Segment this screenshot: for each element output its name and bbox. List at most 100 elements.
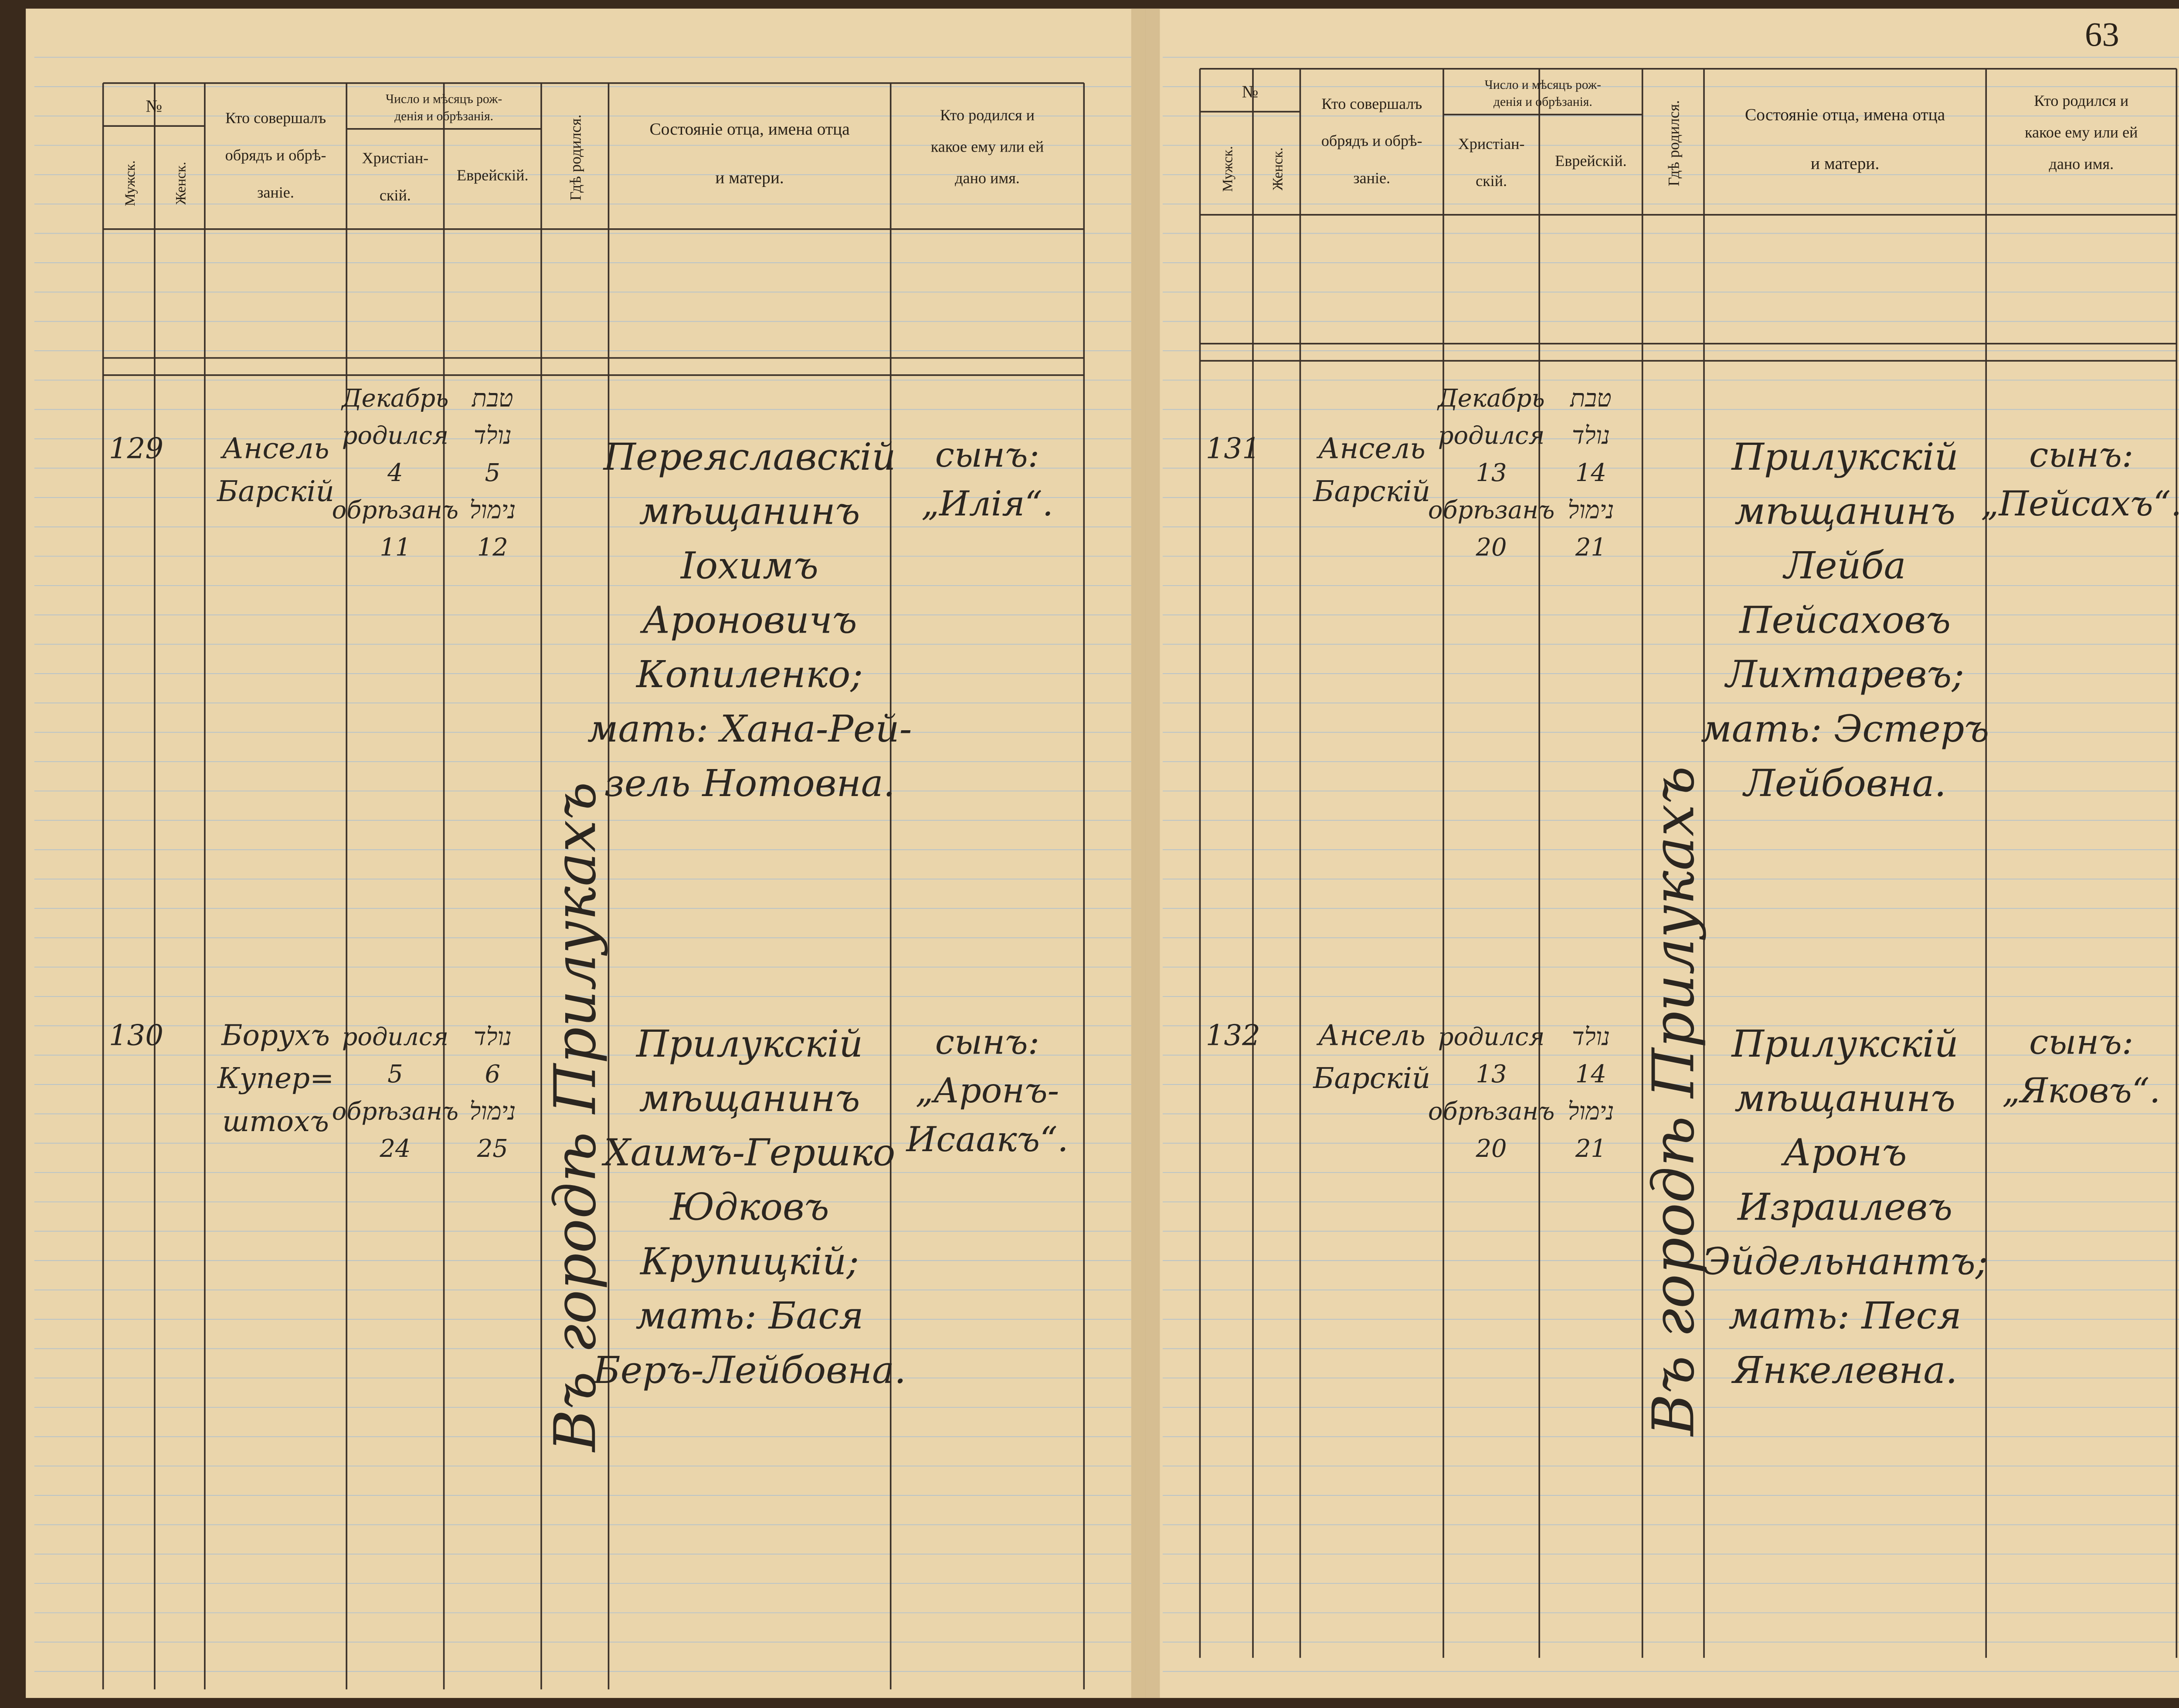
performer: Барскій	[1312, 1062, 1430, 1095]
parents: мѣщанинъ	[639, 490, 860, 533]
christian-date: 11	[380, 533, 411, 562]
parents: мать: Песя	[1728, 1295, 1962, 1338]
parents: мать: Эстеръ	[1701, 708, 1989, 751]
christian-date: обрѣзанъ	[1428, 1098, 1554, 1126]
christian-date: 5	[387, 1060, 403, 1088]
tables: № Мужск. Женск. Кто совершалъ обрядъ и обрѣ-…	[102, 68, 2179, 1690]
christian-date: родился	[1438, 422, 1545, 450]
jewish-date: נולד	[1572, 1023, 1610, 1051]
header-no: №	[1242, 82, 1259, 102]
place-of-birth: Въ городѣ Прилукахъ	[1640, 766, 1707, 1437]
jewish-date: נולד	[474, 422, 512, 450]
christian-date: 24	[379, 1135, 411, 1163]
jewish-date: 6	[485, 1060, 501, 1088]
jewish-date: 14	[1575, 1060, 1606, 1088]
register-table: № Мужск. Женск. Кто совершалъ обрядъ и обрѣ-…	[102, 82, 1085, 1690]
parents: Янкелевна.	[1731, 1349, 1958, 1392]
christian-date: 20	[1476, 1135, 1507, 1163]
header-performer: обрядъ и обрѣ-	[225, 146, 326, 164]
parents: Переяславскій	[603, 436, 896, 479]
christian-date: обрѣзанъ	[1428, 496, 1554, 524]
performer: штохъ	[222, 1105, 329, 1138]
entry-number: 131	[1206, 432, 1260, 465]
header-place: Гдѣ родился.	[1665, 100, 1683, 186]
parents: мѣщанинъ	[1734, 490, 1955, 533]
christian-date: родился	[342, 1023, 449, 1051]
child-name: „Илія“.	[921, 484, 1053, 524]
jewish-date: 5	[485, 459, 501, 487]
parents: Беръ-Лейбовна.	[592, 1349, 906, 1392]
performer: Ансель	[220, 432, 329, 465]
parents: Юдковъ	[669, 1186, 829, 1229]
christian-date: 20	[1476, 533, 1507, 562]
spine	[1131, 8, 1160, 1698]
left-sheet	[26, 8, 1146, 1698]
child-name: „Яковъ“.	[2002, 1071, 2160, 1111]
child-name: сынъ:	[2029, 435, 2133, 475]
header-performer: обрядъ и обрѣ-	[1321, 132, 1422, 149]
christian-date: 13	[1476, 459, 1507, 487]
header-date: Число и мѣсяцъ рож-	[1485, 78, 1601, 92]
parents: зель Нотовна.	[604, 762, 895, 805]
parents: Пейсаховъ	[1738, 599, 1951, 642]
parents: мать: Хана-Рей-	[587, 708, 912, 751]
parents: Прилукскій	[1731, 1023, 1958, 1066]
christian-date: Декабрь	[1436, 384, 1544, 413]
christian-date: 13	[1476, 1060, 1507, 1088]
performer: Ансель	[1317, 432, 1426, 465]
jewish-date: נימול	[469, 1098, 516, 1126]
header-parents: Состояніе отца, имена отца	[1745, 105, 1945, 124]
header-date: денія и обрѣзанія.	[1493, 95, 1592, 109]
header-jewish: Еврейскій.	[457, 166, 529, 184]
entry-number: 132	[1206, 1019, 1260, 1052]
parents: Израилевъ	[1737, 1186, 1952, 1229]
christian-date: 4	[387, 459, 403, 487]
jewish-date: נולד	[1572, 422, 1610, 450]
jewish-date: טבת	[1569, 384, 1612, 413]
christian-date: обрѣзанъ	[332, 496, 458, 524]
jewish-date: 21	[1575, 1135, 1606, 1163]
header-christian: скій.	[1476, 172, 1507, 190]
parents: Прилукскій	[635, 1023, 863, 1066]
header-parents: и матери.	[1811, 154, 1879, 173]
child-name: сынъ:	[935, 1022, 1039, 1062]
child-name: сынъ:	[2029, 1022, 2133, 1062]
header-child: какое ему или ей	[2025, 124, 2138, 141]
header-christian: Христіан-	[1458, 135, 1525, 152]
jewish-date: 12	[477, 533, 508, 562]
parents: Крупицкій;	[639, 1240, 859, 1283]
header-no: №	[146, 96, 162, 115]
jewish-date: נימול	[469, 496, 516, 524]
parents: мѣщанинъ	[1734, 1077, 1955, 1120]
parents: Лейбовна.	[1742, 762, 1946, 805]
header-female: Женск.	[173, 162, 189, 205]
parents: мѣщанинъ	[639, 1077, 860, 1120]
child-name: сынъ:	[935, 435, 1039, 475]
parents: Копиленко;	[635, 653, 863, 696]
header-parents: Состояніе отца, имена отца	[649, 119, 849, 139]
place-of-birth: Въ городѣ Прилукахъ	[542, 782, 608, 1452]
child-name: „Пейсахъ“.	[1981, 484, 2179, 524]
performer: Барскій	[1312, 475, 1430, 508]
header-male: Мужск.	[1220, 146, 1235, 192]
register-table: № Мужск. Женск. Кто совершалъ обрядъ и обрѣ-…	[1199, 68, 2179, 1658]
parents: Хаимъ-Гершко	[601, 1132, 895, 1175]
parents: Прилукскій	[1731, 436, 1958, 479]
performer: Барскій	[216, 475, 334, 508]
jewish-date: נימול	[1568, 1098, 1614, 1126]
performer: Купер=	[217, 1062, 334, 1095]
header-performer: Кто совершалъ	[225, 109, 326, 127]
christian-date: родился	[342, 422, 449, 450]
child-name: „Аронъ-	[916, 1071, 1059, 1111]
header-christian: скій.	[380, 186, 411, 204]
header-male: Мужск.	[122, 160, 138, 206]
jewish-date: טבת	[471, 384, 513, 413]
header-child: Кто родился и	[940, 106, 1035, 124]
jewish-date: 21	[1575, 533, 1606, 562]
performer: Ансель	[1317, 1019, 1426, 1052]
parents: Эйдельнантъ;	[1702, 1240, 1988, 1283]
header-date: Число и мѣсяцъ рож-	[386, 92, 502, 106]
header-date: денія и обрѣзанія.	[394, 109, 493, 123]
jewish-date: 25	[477, 1135, 508, 1163]
